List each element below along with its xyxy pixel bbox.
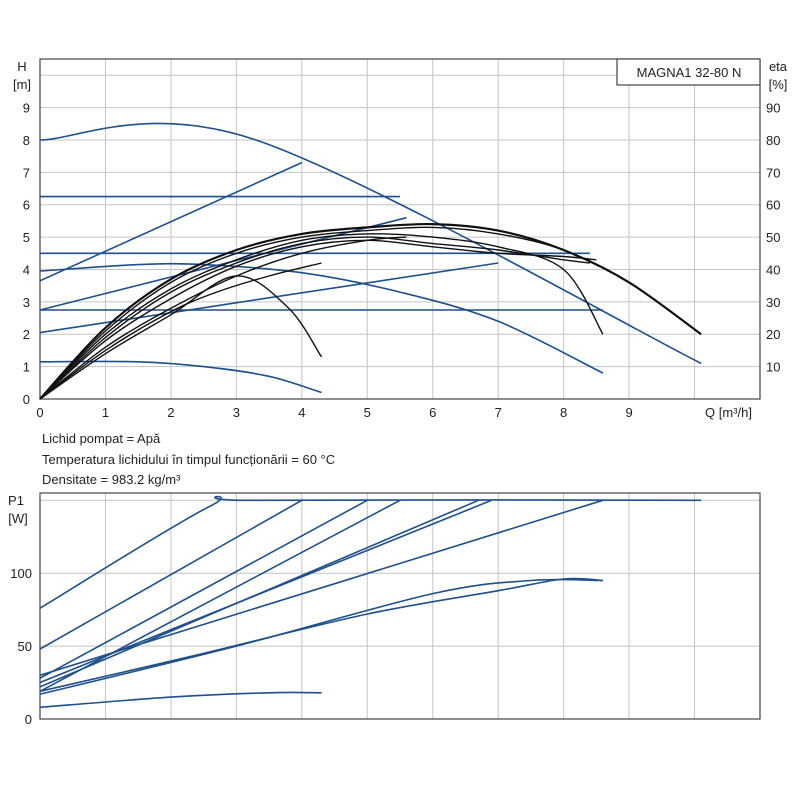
head-y-tick-label: 4 bbox=[23, 262, 30, 277]
flow-x-tick-label: 9 bbox=[625, 405, 632, 420]
power-axis-label: P1 bbox=[8, 493, 24, 508]
head-axis-label: H bbox=[17, 59, 26, 74]
info-liquid-temperature: Temperatura lichidului în timpul funcțio… bbox=[42, 452, 336, 467]
efficiency-curve bbox=[39, 233, 604, 400]
flow-axis-label: Q [m³/h] bbox=[705, 405, 752, 420]
head-y-tick-label: 0 bbox=[23, 392, 30, 407]
head-y-tick-label: 6 bbox=[23, 198, 30, 213]
head-plot-frame bbox=[39, 58, 761, 400]
info-pumped-liquid: Lichid pompat = Apă bbox=[42, 431, 161, 446]
power-curve bbox=[39, 499, 401, 693]
efficiency-y-tick-label: 90 bbox=[766, 101, 780, 116]
power-curve bbox=[39, 691, 322, 709]
efficiency-y-tick-label: 30 bbox=[766, 295, 780, 310]
pump-model-box bbox=[616, 58, 761, 86]
head-y-tick-label: 9 bbox=[23, 101, 30, 116]
flow-x-tick-label: 7 bbox=[495, 405, 502, 420]
efficiency-y-tick-label: 70 bbox=[766, 165, 780, 180]
efficiency-axis-label: eta bbox=[769, 59, 788, 74]
pump-model-label: MAGNA1 32-80 N bbox=[637, 65, 742, 80]
head-curve bbox=[39, 262, 604, 374]
power-curve bbox=[39, 499, 604, 677]
head-y-tick-label: 1 bbox=[23, 360, 30, 375]
flow-x-tick-label: 4 bbox=[298, 405, 305, 420]
efficiency-y-tick-label: 60 bbox=[766, 198, 780, 213]
efficiency-y-tick-label: 40 bbox=[766, 262, 780, 277]
power-curve bbox=[39, 495, 702, 609]
power-y-tick-label: 100 bbox=[10, 566, 32, 581]
efficiency-axis-unit: [%] bbox=[769, 77, 788, 92]
head-curve bbox=[39, 216, 407, 311]
flow-x-tick-label: 5 bbox=[364, 405, 371, 420]
head-y-tick-label: 7 bbox=[23, 165, 30, 180]
efficiency-curve bbox=[39, 236, 590, 400]
efficiency-curve bbox=[39, 226, 702, 400]
head-y-tick-label: 2 bbox=[23, 327, 30, 342]
power-curve bbox=[39, 499, 303, 650]
power-curve bbox=[39, 499, 368, 679]
power-axis-unit: [W] bbox=[8, 511, 28, 526]
info-density: Densitate = 983.2 kg/m³ bbox=[42, 472, 181, 487]
head-curve bbox=[39, 122, 702, 365]
flow-x-tick-label: 1 bbox=[102, 405, 109, 420]
flow-x-tick-label: 2 bbox=[167, 405, 174, 420]
head-y-tick-label: 5 bbox=[23, 230, 30, 245]
flow-x-tick-label: 6 bbox=[429, 405, 436, 420]
head-axis-unit: [m] bbox=[13, 77, 31, 92]
efficiency-y-tick-label: 80 bbox=[766, 133, 780, 148]
efficiency-curve bbox=[39, 236, 407, 400]
head-curve bbox=[39, 360, 322, 394]
head-curve bbox=[39, 161, 303, 282]
efficiency-y-tick-label: 50 bbox=[766, 230, 780, 245]
power-y-tick-label: 50 bbox=[18, 639, 32, 654]
flow-x-tick-label: 3 bbox=[233, 405, 240, 420]
head-y-tick-label: 8 bbox=[23, 133, 30, 148]
head-curve bbox=[39, 262, 499, 334]
efficiency-curve bbox=[39, 275, 323, 400]
efficiency-curve bbox=[39, 239, 597, 400]
efficiency-y-tick-label: 20 bbox=[766, 327, 780, 342]
head-y-tick-label: 3 bbox=[23, 295, 30, 310]
power-plot-frame bbox=[39, 492, 761, 720]
flow-x-tick-label: 0 bbox=[36, 405, 43, 420]
power-curve bbox=[39, 499, 492, 684]
flow-x-tick-label: 8 bbox=[560, 405, 567, 420]
efficiency-y-tick-label: 10 bbox=[766, 360, 780, 375]
power-y-tick-label: 0 bbox=[25, 712, 32, 727]
power-curve bbox=[39, 578, 603, 695]
